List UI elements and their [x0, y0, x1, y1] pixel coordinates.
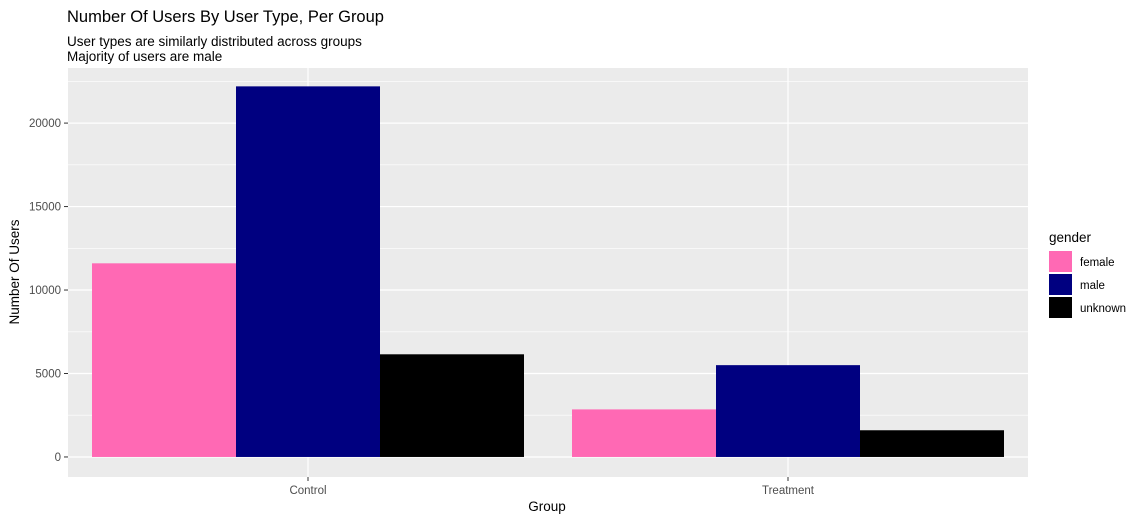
bar-unknown-control [380, 354, 524, 457]
legend-title: gender [1049, 230, 1092, 245]
y-axis-label: Number Of Users [7, 219, 22, 324]
chart-subtitle-line-2: Majority of users are male [67, 49, 222, 64]
x-axis: Control Treatment [289, 477, 815, 497]
legend-key-unknown [1049, 297, 1072, 318]
legend-key-female [1049, 251, 1072, 272]
y-axis: 0 5000 10000 15000 20000 [29, 118, 68, 464]
y-tick-label: 0 [55, 452, 61, 464]
chart-subtitle-line-1: User types are similarly distributed acr… [67, 34, 362, 49]
x-tick-label: Control [289, 485, 326, 497]
legend-key-male [1049, 274, 1072, 295]
legend-label-unknown: unknown [1080, 303, 1126, 315]
x-tick-label: Treatment [762, 485, 815, 497]
x-axis-label: Group [528, 499, 566, 514]
bar-unknown-treatment [860, 430, 1004, 457]
bar-male-treatment [716, 365, 860, 457]
legend-label-male: male [1080, 280, 1105, 292]
y-tick-label: 15000 [29, 202, 61, 214]
y-tick-label: 5000 [35, 368, 61, 380]
y-tick-label: 20000 [29, 118, 61, 130]
bar-male-control [236, 86, 380, 457]
bar-female-treatment [572, 409, 716, 457]
legend-label-female: female [1080, 257, 1115, 269]
chart-title: Number Of Users By User Type, Per Group [67, 8, 384, 26]
bars [92, 86, 1004, 457]
y-tick-label: 10000 [29, 285, 61, 297]
legend: gender female male unknown [1049, 230, 1126, 318]
bar-female-control [92, 263, 236, 457]
